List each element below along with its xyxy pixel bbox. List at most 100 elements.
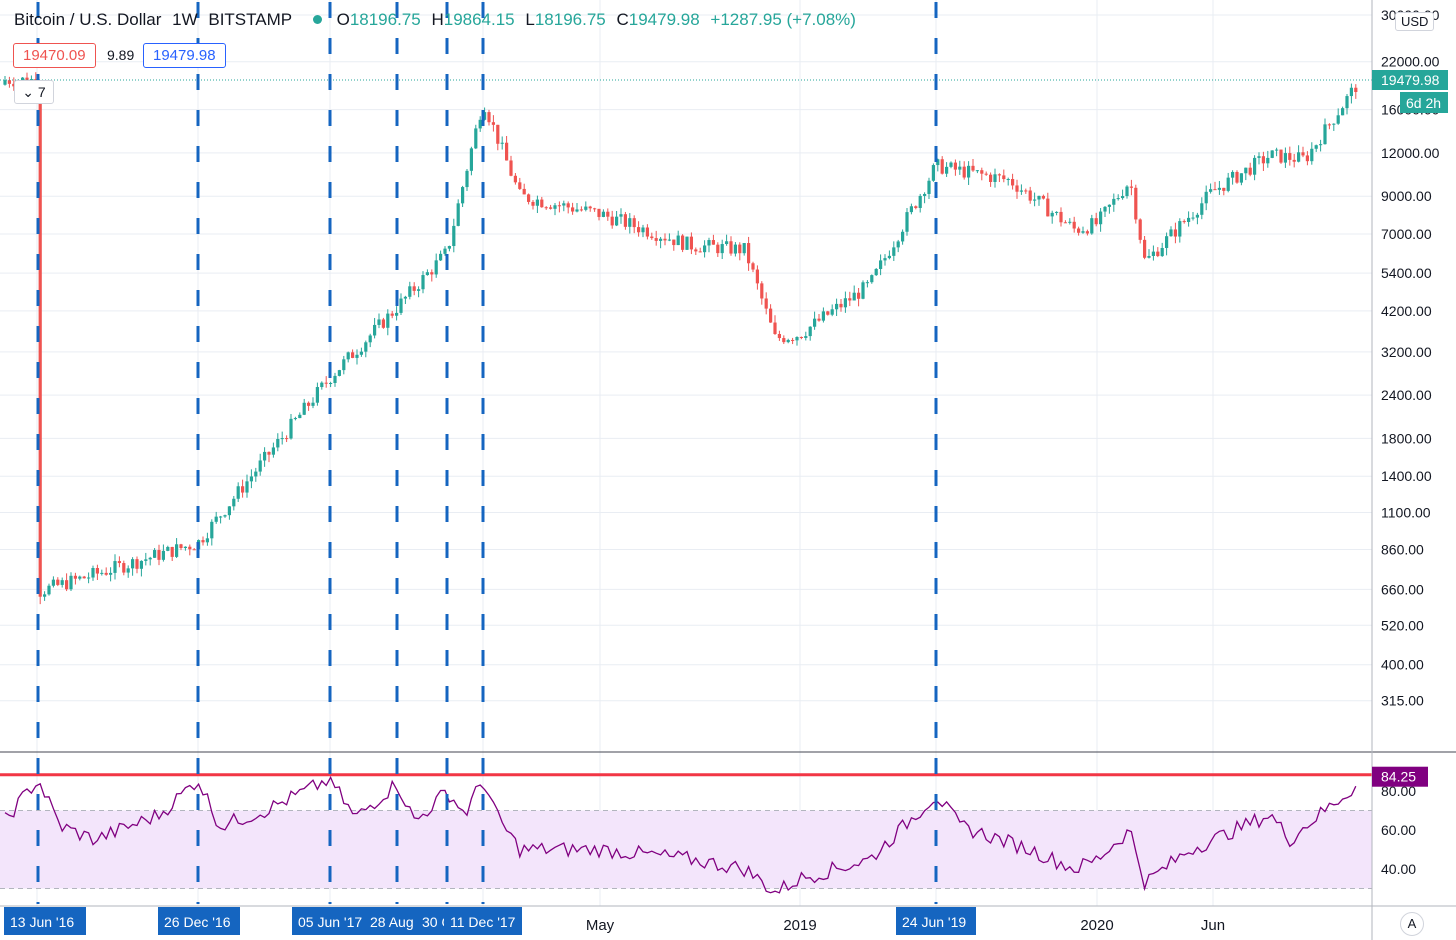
candle-body — [95, 567, 99, 574]
price-tick-label: 520.00 — [1381, 617, 1424, 633]
candle-body — [417, 289, 421, 291]
candle-body — [227, 506, 231, 516]
candle-body — [804, 336, 808, 338]
chevron-down-icon: ⌄ — [22, 84, 35, 100]
candle-body — [412, 286, 416, 291]
candle-body — [117, 561, 121, 564]
currency-button[interactable]: USD — [1395, 12, 1435, 31]
candle-body — [390, 313, 394, 316]
candle-body — [852, 292, 856, 301]
candle-body — [1270, 150, 1274, 158]
spread-value: 9.89 — [107, 47, 135, 63]
price-tick-label: 4200.00 — [1381, 303, 1432, 319]
candle-body — [936, 159, 940, 166]
candle-body — [1209, 189, 1213, 192]
auto-scale-button[interactable]: A — [1400, 912, 1424, 936]
candle-body — [575, 209, 579, 212]
candle-body — [843, 298, 847, 308]
candle-body — [914, 206, 918, 208]
candle-body — [337, 370, 341, 376]
candle-body — [659, 238, 663, 241]
candle-body — [315, 387, 319, 403]
candle-body — [465, 170, 469, 188]
candle-body — [857, 292, 861, 299]
candle-body — [161, 550, 165, 560]
candle-body — [760, 283, 764, 299]
interval-label[interactable]: 1W — [172, 10, 198, 29]
candle-body — [153, 550, 157, 558]
candle-body — [469, 148, 473, 171]
marker-date-label: 28 Aug — [370, 914, 414, 930]
candle-body — [540, 199, 544, 208]
candle-body — [1129, 186, 1133, 188]
candle-body — [1182, 221, 1186, 223]
candle-body — [663, 238, 667, 241]
candle-body — [307, 402, 311, 406]
rsi-tick-label: 80.00 — [1381, 783, 1416, 799]
candle-body — [830, 309, 834, 315]
candle-body — [500, 142, 504, 144]
candle-body — [729, 241, 733, 254]
candle-body — [381, 319, 385, 328]
price-tick-label: 7000.00 — [1381, 226, 1432, 242]
candle-body — [425, 272, 429, 276]
candle-body — [610, 216, 614, 226]
indicators-collapse-button[interactable]: ⌄ 7 — [14, 80, 54, 104]
candle-body — [513, 175, 517, 183]
candle-body — [1059, 211, 1063, 223]
time-tick-label: 2019 — [783, 917, 816, 934]
candle-body — [681, 235, 685, 250]
candle-body — [707, 240, 711, 246]
sell-price-box[interactable]: 19470.09 — [13, 43, 96, 68]
marker-date-tag — [416, 907, 444, 935]
candle-body — [1107, 204, 1111, 207]
candle-body — [408, 286, 412, 297]
candle-body — [324, 382, 328, 384]
candle-body — [351, 352, 355, 358]
candle-body — [1244, 167, 1248, 174]
candle-body — [764, 298, 768, 309]
candle-body — [1301, 152, 1305, 156]
candle-body — [909, 206, 913, 213]
candle-body — [637, 227, 641, 233]
candle-body — [263, 451, 267, 461]
buy-price-box[interactable]: 19479.98 — [143, 43, 226, 68]
candle-body — [377, 319, 381, 325]
candle-body — [883, 258, 887, 261]
candle-body — [1050, 212, 1054, 217]
price-tick-label: 3200.00 — [1381, 344, 1432, 360]
candle-body — [879, 260, 883, 269]
candle-body — [742, 243, 746, 254]
candle-body — [91, 567, 95, 578]
candle-body — [544, 207, 548, 209]
candle-body — [421, 275, 425, 290]
candle-body — [509, 160, 513, 176]
marker-date-tag — [4, 907, 86, 935]
candle-body — [967, 165, 971, 178]
price-tick-label: 1800.00 — [1381, 430, 1432, 446]
candle-body — [1305, 155, 1309, 162]
price-tick-label: 1100.00 — [1381, 505, 1431, 521]
candle-body — [650, 236, 654, 239]
candle-body — [1015, 185, 1019, 192]
candle-body — [1055, 211, 1059, 213]
candle-body — [711, 240, 715, 245]
candle-body — [87, 577, 91, 579]
candle-body — [720, 244, 724, 254]
candle-body — [399, 298, 403, 313]
candle-body — [531, 201, 535, 206]
candle-body — [505, 142, 509, 161]
candle-body — [835, 303, 839, 310]
candle-body — [82, 576, 86, 579]
candle-body — [1222, 187, 1226, 191]
candle-body — [21, 77, 25, 82]
candle-body — [1248, 167, 1252, 175]
symbol-name[interactable]: Bitcoin / U.S. Dollar — [14, 10, 162, 29]
candle-body — [148, 557, 152, 560]
candle-body — [694, 249, 698, 252]
candle-body — [773, 322, 777, 335]
candle-body — [201, 540, 205, 543]
time-tick-label: Jun — [1201, 917, 1225, 934]
candle-body — [333, 375, 337, 383]
